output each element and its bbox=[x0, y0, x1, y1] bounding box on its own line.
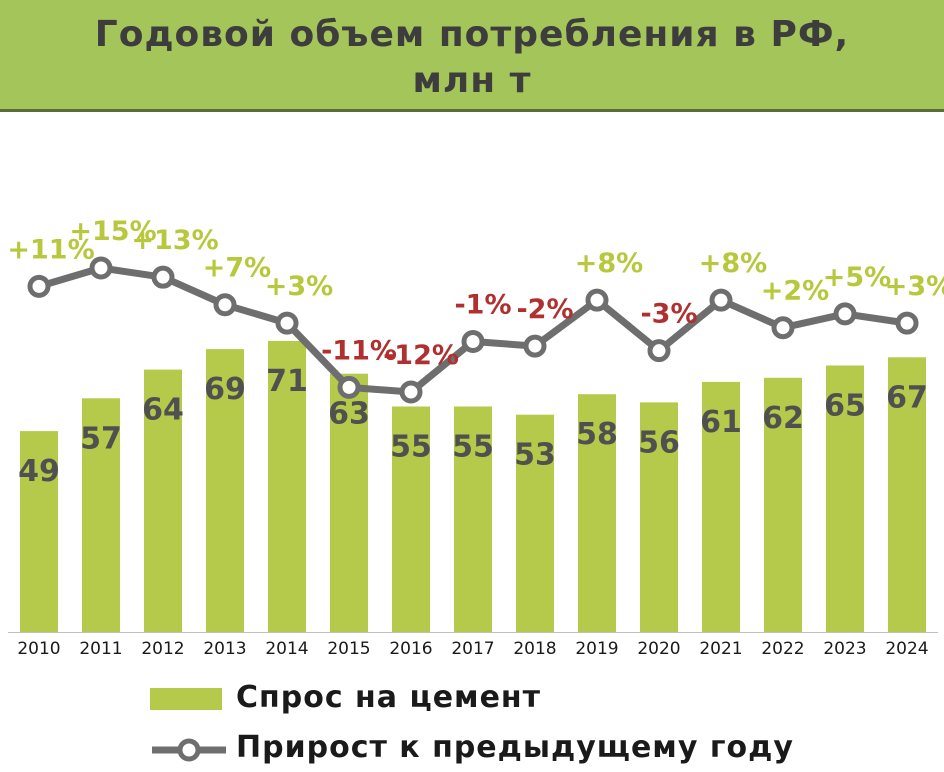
growth-point-2011 bbox=[89, 256, 113, 280]
growth-point-2013 bbox=[213, 293, 237, 317]
x-tick-label-2017: 2017 bbox=[451, 639, 494, 659]
bar-value-label-2018: 53 bbox=[514, 438, 556, 473]
bar-value-label-2019: 58 bbox=[576, 417, 618, 452]
chart-title-line-1: Годовой объем потребления в РФ, bbox=[94, 14, 850, 55]
growth-point-2019 bbox=[585, 288, 609, 312]
x-tick-label-2019: 2019 bbox=[575, 639, 618, 659]
bar-value-label-2020: 56 bbox=[638, 425, 680, 460]
bar-value-label-2023: 65 bbox=[824, 389, 866, 424]
bar-value-label-2017: 55 bbox=[452, 430, 494, 465]
growth-label-2010: +11% bbox=[7, 234, 94, 265]
growth-label-2019: +8% bbox=[575, 248, 643, 279]
legend-bar-label: Спрос на цемент bbox=[236, 680, 542, 715]
x-tick-label-2013: 2013 bbox=[203, 639, 246, 659]
legend-line-label: Прирост к предыдущему году bbox=[236, 730, 794, 765]
bar-2017 bbox=[454, 406, 492, 632]
growth-label-2023: +5% bbox=[823, 262, 891, 293]
bar-value-label-2010: 49 bbox=[18, 454, 60, 489]
bar-value-label-2014: 71 bbox=[266, 364, 308, 399]
cement-chart: 49 2010 57 2011 64 2012 69 2013 71 2014 63 2015 55 20… bbox=[7, 216, 944, 659]
x-tick-label-2015: 2015 bbox=[327, 639, 370, 659]
bar-value-label-2015: 63 bbox=[328, 397, 370, 432]
growth-label-2011: +15% bbox=[69, 216, 156, 247]
growth-label-2024: +3% bbox=[885, 271, 944, 302]
bar-value-label-2013: 69 bbox=[204, 372, 246, 407]
x-tick-label-2018: 2018 bbox=[513, 639, 556, 659]
bar-2015 bbox=[330, 373, 368, 632]
x-tick-label-2022: 2022 bbox=[761, 639, 804, 659]
growth-point-2021 bbox=[709, 288, 733, 312]
title-banner: Годовой объем потребления в РФ, млн т bbox=[0, 0, 944, 112]
growth-point-2017 bbox=[461, 329, 485, 353]
growth-label-2013: +7% bbox=[203, 253, 271, 284]
bar-2024 bbox=[888, 357, 926, 632]
bar-2016 bbox=[392, 406, 430, 632]
bar-2020 bbox=[640, 402, 678, 632]
x-tick-label-2014: 2014 bbox=[265, 639, 308, 659]
growth-label-2022: +2% bbox=[761, 276, 829, 307]
bar-value-label-2022: 62 bbox=[762, 401, 804, 436]
growth-label-2020: -3% bbox=[640, 299, 697, 330]
bar-value-label-2012: 64 bbox=[142, 393, 184, 428]
growth-label-2015: -11% bbox=[321, 335, 397, 366]
bar-value-label-2024: 67 bbox=[886, 380, 928, 415]
x-tick-label-2012: 2012 bbox=[141, 639, 184, 659]
bar-2011 bbox=[82, 398, 120, 632]
bar-2021 bbox=[702, 381, 740, 632]
growth-label-2014: +3% bbox=[265, 271, 333, 302]
growth-point-2015 bbox=[337, 375, 361, 399]
bar-2012 bbox=[144, 369, 182, 632]
bar-2014 bbox=[268, 340, 306, 632]
bar-2010 bbox=[20, 431, 58, 632]
bar-2023 bbox=[826, 365, 864, 632]
x-tick-label-2016: 2016 bbox=[389, 639, 432, 659]
growth-label-2018: -2% bbox=[516, 294, 573, 325]
growth-point-2018 bbox=[523, 334, 547, 358]
x-tick-label-2024: 2024 bbox=[885, 639, 928, 659]
growth-point-2022 bbox=[771, 316, 795, 340]
growth-label-2017: -1% bbox=[454, 289, 511, 320]
bar-value-label-2011: 57 bbox=[80, 421, 122, 456]
growth-label-2016: -12% bbox=[383, 340, 459, 371]
chart-title-line-2: млн т bbox=[412, 60, 532, 101]
x-tick-label-2010: 2010 bbox=[17, 639, 60, 659]
bar-2022 bbox=[764, 377, 802, 632]
bar-2013 bbox=[206, 349, 244, 632]
growth-label-2021: +8% bbox=[699, 248, 767, 279]
x-tick-label-2011: 2011 bbox=[79, 639, 122, 659]
bar-value-label-2021: 61 bbox=[700, 405, 742, 440]
x-tick-label-2020: 2020 bbox=[637, 639, 680, 659]
bar-value-label-2016: 55 bbox=[390, 430, 432, 465]
growth-point-2023 bbox=[833, 302, 857, 326]
growth-point-2012 bbox=[151, 265, 175, 289]
growth-point-2020 bbox=[647, 339, 671, 363]
growth-point-2024 bbox=[895, 311, 919, 335]
growth-point-2014 bbox=[275, 311, 299, 335]
growth-point-2016 bbox=[399, 380, 423, 404]
x-tick-label-2021: 2021 bbox=[699, 639, 742, 659]
bar-2018 bbox=[516, 414, 554, 632]
growth-point-2010 bbox=[27, 274, 51, 298]
legend-bar-swatch bbox=[150, 688, 222, 710]
legend-line-swatch bbox=[152, 738, 226, 762]
x-tick-label-2023: 2023 bbox=[823, 639, 866, 659]
growth-label-2012: +13% bbox=[131, 225, 218, 256]
bar-2019 bbox=[578, 394, 616, 632]
